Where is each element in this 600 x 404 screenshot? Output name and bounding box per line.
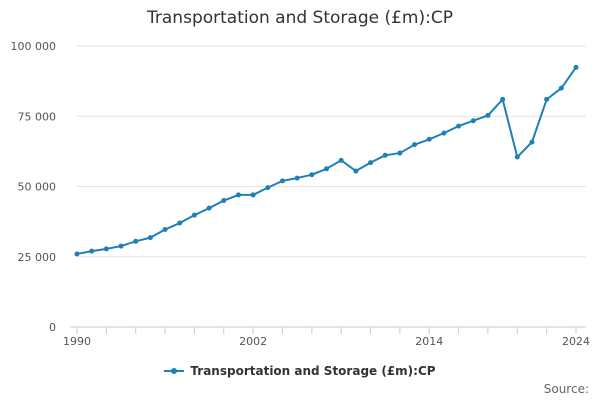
data-point[interactable] bbox=[485, 112, 491, 118]
y-tick-label: 75 000 bbox=[18, 110, 57, 123]
data-point[interactable] bbox=[221, 198, 227, 204]
x-tick-label: 1990 bbox=[63, 335, 91, 348]
data-point[interactable] bbox=[382, 152, 388, 158]
data-point[interactable] bbox=[368, 160, 374, 166]
data-point[interactable] bbox=[279, 178, 285, 184]
data-point[interactable] bbox=[456, 123, 462, 129]
data-point[interactable] bbox=[294, 175, 300, 181]
data-point[interactable] bbox=[206, 205, 212, 211]
legend-label: Transportation and Storage (£m):CP bbox=[190, 364, 436, 378]
chart-title: Transportation and Storage (£m):CP bbox=[147, 8, 453, 28]
data-point[interactable] bbox=[133, 238, 139, 244]
data-point[interactable] bbox=[235, 192, 241, 198]
data-point[interactable] bbox=[309, 172, 315, 178]
source-label: Source: bbox=[543, 382, 589, 396]
axes: 0 25 000 50 000 75 000 100 000 1990 2002 2014 20… bbox=[11, 40, 591, 348]
data-point[interactable] bbox=[500, 96, 506, 102]
y-tick-label: 100 000 bbox=[11, 40, 57, 53]
data-point[interactable] bbox=[558, 85, 564, 91]
y-tick-label: 0 bbox=[49, 321, 56, 334]
data-point[interactable] bbox=[544, 96, 550, 102]
series-layer bbox=[74, 64, 579, 257]
data-point[interactable] bbox=[89, 248, 95, 254]
gridlines bbox=[77, 45, 586, 258]
y-tick-label: 25 000 bbox=[18, 251, 57, 264]
data-point[interactable] bbox=[412, 142, 418, 148]
data-point[interactable] bbox=[162, 226, 168, 232]
data-point[interactable] bbox=[118, 243, 124, 249]
data-point[interactable] bbox=[470, 118, 476, 124]
x-tick-label: 2014 bbox=[415, 335, 443, 348]
series-line bbox=[76, 66, 577, 255]
data-point[interactable] bbox=[250, 192, 256, 198]
data-point[interactable] bbox=[103, 246, 109, 252]
data-point[interactable] bbox=[324, 166, 329, 172]
data-point[interactable] bbox=[514, 154, 520, 160]
y-tick-label: 50 000 bbox=[18, 181, 57, 194]
data-point[interactable] bbox=[441, 130, 447, 136]
data-point[interactable] bbox=[147, 235, 153, 241]
data-point[interactable] bbox=[426, 136, 432, 142]
data-point[interactable] bbox=[191, 212, 197, 218]
x-tick-label: 2002 bbox=[239, 335, 267, 348]
legend[interactable]: Transportation and Storage (£m):CP bbox=[0, 364, 600, 378]
x-tick-label: 2024 bbox=[562, 335, 590, 348]
data-point[interactable] bbox=[397, 150, 403, 156]
legend-line-icon bbox=[164, 366, 185, 376]
data-point[interactable] bbox=[529, 139, 535, 145]
data-point[interactable] bbox=[265, 185, 271, 191]
data-point[interactable] bbox=[353, 168, 359, 174]
data-point[interactable] bbox=[338, 157, 344, 163]
data-point[interactable] bbox=[74, 251, 80, 257]
data-point[interactable] bbox=[177, 220, 183, 226]
data-point[interactable] bbox=[573, 64, 579, 70]
